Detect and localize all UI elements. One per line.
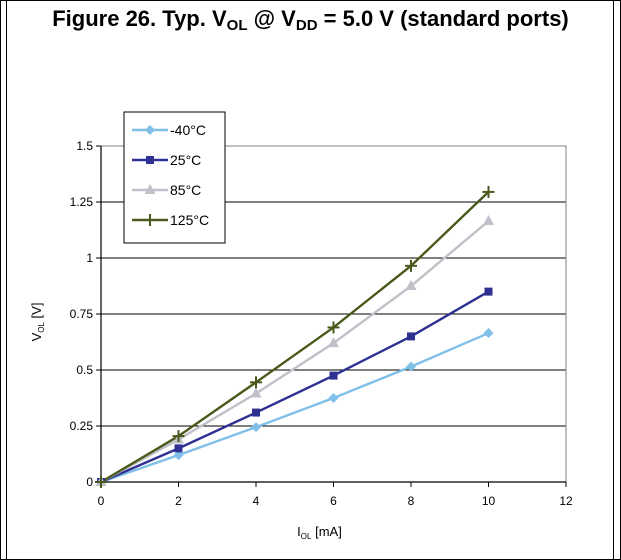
x-tick-label: 8 <box>408 494 415 508</box>
series-line-3 <box>100 191 490 484</box>
x-tick-label: 2 <box>175 494 182 508</box>
figure-title: Figure 26. Typ. VOL @ VDD = 5.0 V (stand… <box>8 6 613 34</box>
frame-right-rule <box>613 0 614 560</box>
series-line-1 <box>100 290 490 484</box>
series-0-point <box>251 422 261 433</box>
legend-label: 25°C <box>170 152 201 168</box>
legend-swatch-marker <box>144 214 156 226</box>
series-3-point <box>405 259 417 272</box>
series-0-point <box>483 328 494 339</box>
series-0-point <box>406 361 416 372</box>
x-tick-label: 6 <box>330 494 337 508</box>
y-tick-label: 1.5 <box>76 139 93 153</box>
series-line-0 <box>100 331 489 484</box>
y-tick-label: 0.75 <box>70 307 94 321</box>
x-tick-label: 12 <box>559 494 573 508</box>
series-1-point <box>252 408 260 417</box>
title-text-3: = 5.0 V (standard ports) <box>317 6 569 31</box>
y-tick-label: 1 <box>86 251 93 265</box>
legend-swatch-marker <box>144 184 156 194</box>
title-subscript-ol: OL <box>226 17 248 34</box>
x-tick-label: 0 <box>98 494 105 508</box>
legend-swatch-marker <box>146 156 154 164</box>
series-3-point <box>95 476 107 488</box>
axes <box>96 145 567 487</box>
y-axis-label: VOL [V] <box>29 303 46 342</box>
x-tick-label: 10 <box>482 494 496 508</box>
y-tick-label: 1.25 <box>70 195 94 209</box>
y-tick-label: 0 <box>86 475 93 489</box>
series-line-2 <box>100 220 490 484</box>
series-1-point <box>174 444 183 453</box>
series-0-point <box>328 393 339 403</box>
legend-swatch-marker <box>145 125 155 135</box>
series-1-point <box>329 371 338 380</box>
x-axis-label: IOL [mA] <box>297 524 342 541</box>
legend-label: 85°C <box>170 182 201 198</box>
series-3-point <box>250 376 262 389</box>
tick-labels: 0 0.25 0.5 0.75 1 1.25 1.5 0 2 4 6 8 10 12 <box>70 139 573 508</box>
series-3-point <box>172 430 185 443</box>
series-2-point <box>250 387 262 398</box>
series-1-point <box>407 332 415 341</box>
x-tick-label: 4 <box>253 494 260 508</box>
series-3-point <box>482 185 495 198</box>
y-tick-label: 0.25 <box>70 419 94 433</box>
series-2-point <box>483 215 494 226</box>
series-2-point <box>328 337 339 348</box>
series-markers <box>95 185 495 488</box>
series-1-point <box>484 287 493 296</box>
title-text-2: @ V <box>247 6 296 31</box>
series-0-point <box>173 450 184 461</box>
series-3-point <box>327 321 340 334</box>
frame-left-rule <box>6 0 7 560</box>
title-text-1: Figure 26. Typ. V <box>52 6 227 31</box>
series-2-point <box>405 280 417 290</box>
legend-label: -40°C <box>170 122 206 138</box>
legend: -40°C 25°C 85°C 125°C <box>123 111 226 244</box>
series-lines <box>100 191 490 484</box>
y-tick-label: 0.5 <box>76 363 93 377</box>
legend-label: 125°C <box>170 212 209 228</box>
title-subscript-dd: DD <box>295 17 318 34</box>
